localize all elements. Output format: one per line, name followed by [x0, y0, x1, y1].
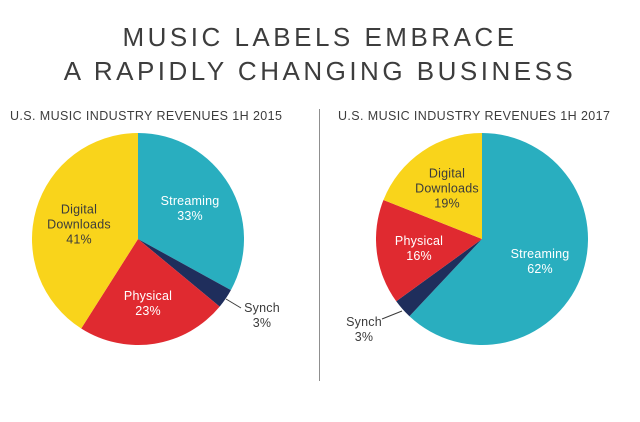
pie-slice-physical: [81, 238, 220, 345]
pie-chart-2017: U.S. MUSIC INDUSTRY REVENUES 1H 2017 Str…: [320, 109, 639, 381]
slice-label-name: Streaming: [510, 246, 570, 261]
pie-slice-physical: [376, 199, 482, 301]
slice-label-digital-downloads-2015: Digital Downloads 41%: [34, 202, 124, 247]
slice-label-name: Streaming: [160, 193, 220, 208]
slice-label-pct: 3%: [252, 315, 272, 330]
pie-slice-synch: [138, 238, 231, 307]
slice-label-digital-downloads-2017: Digital Downloads 19%: [402, 166, 492, 211]
slice-label-name: Physical: [123, 288, 173, 303]
slice-label-streaming-2015: Streaming 33%: [161, 194, 220, 224]
slice-label-pct: 16%: [406, 248, 432, 263]
pie-chart-2015: U.S. MUSIC INDUSTRY REVENUES 1H 2015 Str…: [0, 109, 319, 381]
pie-slice-digital-downloads: [32, 132, 138, 329]
page-title-line2: A RAPIDLY CHANGING BUSINESS: [63, 56, 577, 87]
divider-line: [319, 108, 320, 381]
pie-slice-streaming: [138, 132, 244, 290]
chart-title-2015: U.S. MUSIC INDUSTRY REVENUES 1H 2015: [10, 108, 283, 123]
pie-slice-streaming: [409, 132, 588, 345]
slice-label-pct: 33%: [177, 208, 203, 223]
pie-area-2015: Streaming 33% Digital Downloads 41% Phys…: [0, 125, 319, 381]
slice-label-pct: 41%: [66, 232, 92, 247]
slice-label-name: Synch: [346, 314, 382, 329]
slice-label-name: Synch: [244, 300, 280, 315]
slice-label-physical-2015: Physical 23%: [124, 289, 172, 319]
charts-row: U.S. MUSIC INDUSTRY REVENUES 1H 2015 Str…: [0, 108, 640, 381]
slice-label-physical-2017: Physical 16%: [395, 234, 443, 264]
slice-label-name: Physical: [394, 233, 444, 248]
chart-title-2017: U.S. MUSIC INDUSTRY REVENUES 1H 2017: [338, 108, 611, 123]
slice-label-synch-2017: Synch 3%: [346, 315, 382, 345]
slice-label-pct: 19%: [434, 196, 460, 211]
pie-svg-2017: [376, 132, 588, 345]
slice-label-name: Digital Downloads: [47, 202, 111, 232]
pie-area-2017: Streaming 62% Digital Downloads 19% Phys…: [320, 125, 639, 381]
pie-slice-synch: [396, 238, 482, 316]
slice-label-pct: 23%: [135, 303, 161, 318]
slice-label-streaming-2017: Streaming 62%: [511, 247, 570, 277]
slice-label-pct: 62%: [527, 261, 553, 276]
slice-label-name: Digital Downloads: [415, 166, 479, 196]
page-title-line1: MUSIC LABELS EMBRACE: [122, 22, 518, 52]
pie-slice-digital-downloads: [383, 132, 482, 239]
slice-label-pct: 3%: [354, 329, 374, 344]
pie-svg-2015: [32, 132, 244, 345]
page-title: MUSIC LABELS EMBRACE A RAPIDLY CHANGING …: [0, 0, 640, 89]
slice-label-synch-2015: Synch 3%: [244, 301, 280, 331]
